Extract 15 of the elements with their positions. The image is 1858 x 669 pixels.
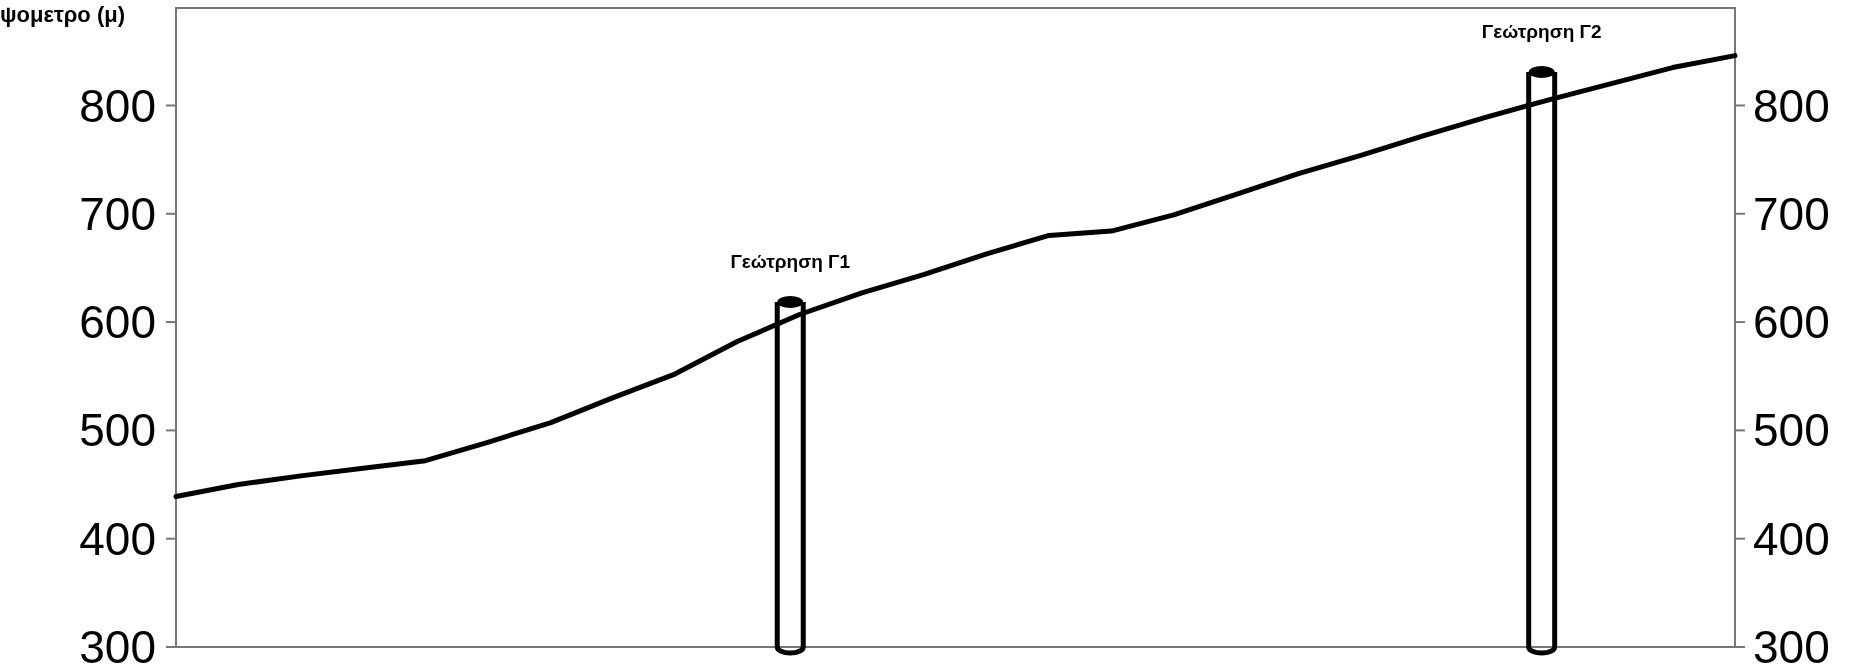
y2-tick-label: 500 bbox=[1753, 404, 1830, 457]
y2-tick-label: 400 bbox=[1753, 512, 1830, 565]
y-tick-label: 700 bbox=[79, 187, 156, 240]
y-axis-title: ψομετρο (μ) bbox=[0, 2, 126, 27]
y-tick-label: 400 bbox=[79, 512, 156, 565]
annotation: Γεώτρηση Γ1 bbox=[730, 250, 851, 272]
y2-tick-label: 600 bbox=[1753, 296, 1830, 349]
y2-tick-label: 300 bbox=[1753, 621, 1830, 669]
y-tick-label: 500 bbox=[79, 404, 156, 457]
y-tick-label: 800 bbox=[79, 79, 156, 132]
y-tick-label: 600 bbox=[79, 296, 156, 349]
y2-tick-label: 800 bbox=[1753, 79, 1830, 132]
y-tick-label: 300 bbox=[79, 621, 156, 669]
annotation: Γεώτρηση Γ2 bbox=[1481, 20, 1602, 42]
y2-tick-label: 700 bbox=[1753, 187, 1830, 240]
